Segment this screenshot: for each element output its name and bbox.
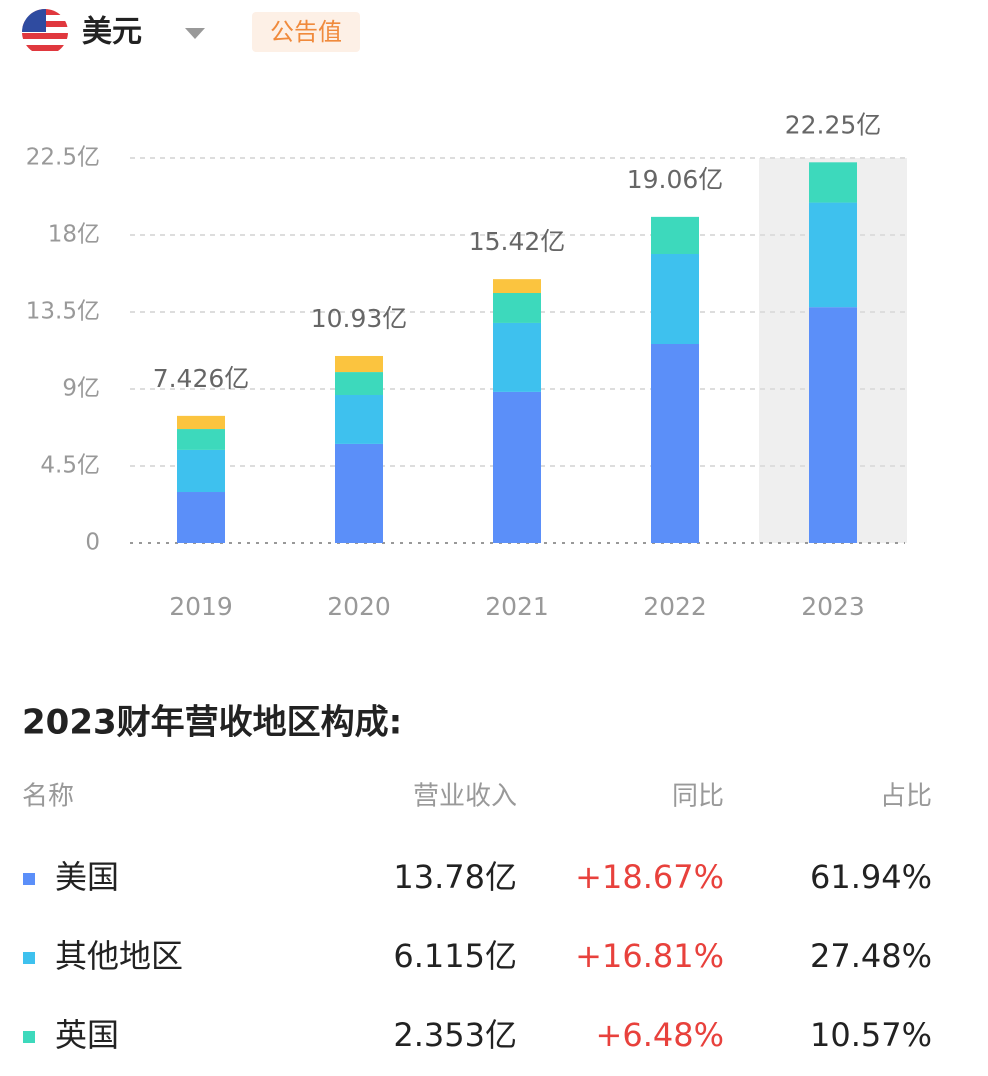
- x-tick-label: 2023: [801, 592, 865, 621]
- bar-segment: [651, 216, 699, 254]
- table-cell: 10.57%: [810, 1016, 932, 1054]
- bar-segment: [335, 443, 383, 543]
- bar-segment: [809, 202, 857, 308]
- table-cell: 13.78亿: [393, 858, 517, 896]
- table-cell: 2.353亿: [393, 1016, 517, 1054]
- column-header: 占比: [880, 782, 932, 812]
- bar-segment: [335, 394, 383, 444]
- table-cell: 其他地区: [55, 937, 183, 975]
- total-label: 22.25亿: [785, 110, 882, 139]
- row-marker: [23, 873, 35, 885]
- bar-segment: [335, 372, 383, 395]
- table-cell: +6.48%: [596, 1016, 724, 1054]
- x-tick-label: 2019: [169, 592, 233, 621]
- table-title: 2023财年营收地区构成:: [22, 703, 402, 743]
- bar-segment: [335, 355, 383, 373]
- total-label: 10.93亿: [311, 304, 408, 333]
- bar-segment: [177, 429, 225, 450]
- dropdown-arrow[interactable]: [185, 28, 205, 39]
- y-tick-label: 9亿: [62, 376, 100, 402]
- bar-segment: [177, 492, 225, 543]
- x-tick-label: 2022: [643, 592, 707, 621]
- column-header: 名称: [22, 782, 74, 812]
- row-marker: [23, 1031, 35, 1043]
- flag-icon: [22, 9, 68, 55]
- bar-segment: [493, 293, 541, 323]
- bar-segment: [809, 307, 857, 543]
- y-tick-label: 13.5亿: [26, 299, 100, 325]
- chart: 0 4.5亿 9亿 13.5亿 18亿 22.5亿 7.426亿 2019 10.93亿 2020…: [26, 110, 907, 621]
- total-label: 7.426亿: [153, 364, 250, 393]
- bar-segment: [177, 449, 225, 493]
- bar-segment: [809, 162, 857, 203]
- y-tick-label: 0: [85, 530, 100, 556]
- y-tick-label: 22.5亿: [26, 145, 100, 171]
- column-header: 同比: [672, 782, 724, 812]
- table-cell: 61.94%: [810, 858, 932, 896]
- table-cell: 美国: [55, 858, 119, 896]
- badge-bg: [252, 12, 360, 52]
- x-tick-label: 2020: [327, 592, 391, 621]
- row-marker: [23, 952, 35, 964]
- bar-segment: [493, 322, 541, 392]
- table-cell: 英国: [55, 1016, 119, 1054]
- bar-segment: [493, 391, 541, 543]
- bar-segment: [651, 343, 699, 543]
- y-tick-label: 4.5亿: [40, 453, 100, 479]
- bar-segment: [651, 253, 699, 344]
- total-label: 19.06亿: [627, 165, 724, 194]
- bar-segment: [177, 415, 225, 430]
- table-cell: 6.115亿: [393, 937, 517, 975]
- table-cell: 27.48%: [810, 937, 932, 975]
- total-label: 15.42亿: [469, 227, 566, 256]
- table-cell: +16.81%: [575, 937, 724, 975]
- currency[interactable]: 美元: [82, 15, 142, 50]
- badge: 公告值: [270, 18, 342, 46]
- table-cell: +18.67%: [575, 858, 724, 896]
- bar-segment: [493, 279, 541, 294]
- column-header: 营业收入: [413, 782, 517, 812]
- x-tick-label: 2021: [485, 592, 549, 621]
- y-tick-label: 18亿: [48, 222, 100, 248]
